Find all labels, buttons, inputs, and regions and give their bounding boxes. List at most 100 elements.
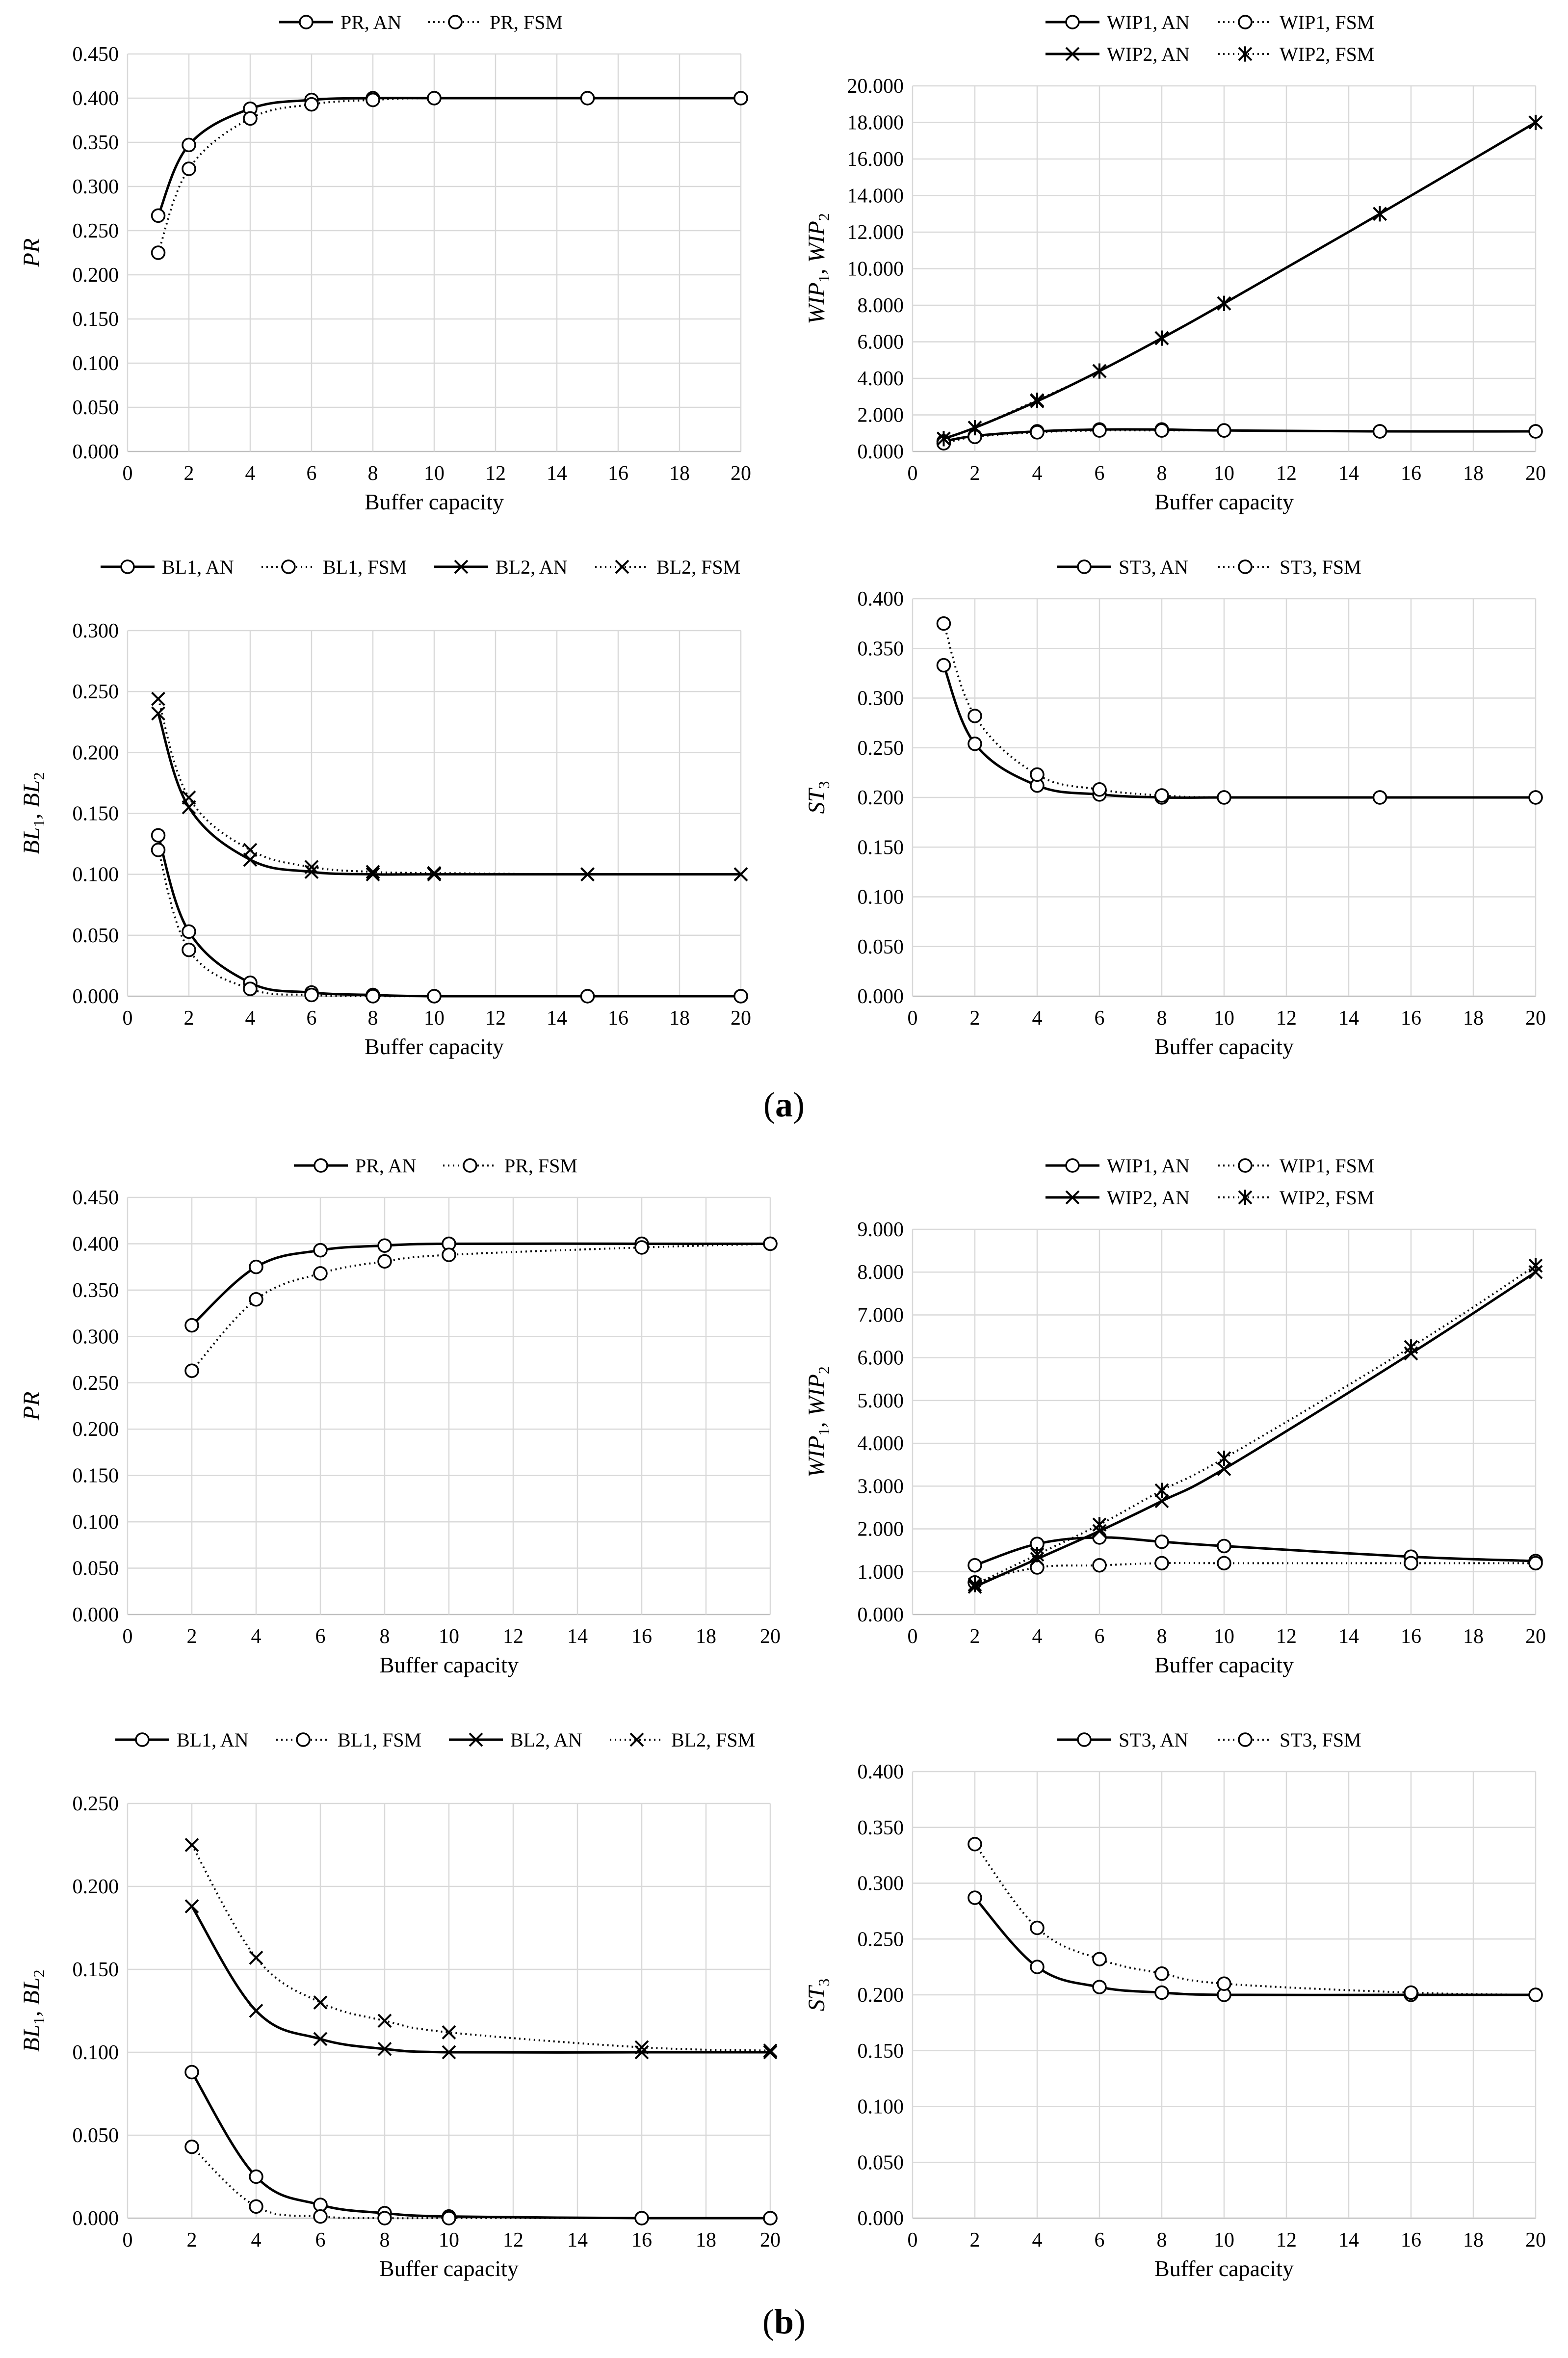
data-point-pr-an (182, 137, 196, 153)
data-point-pr-fsm (634, 1240, 649, 1255)
data-point-wip2-fsm (1404, 1339, 1418, 1355)
x-tick-label: 14 (547, 462, 567, 485)
data-point-st3-an (967, 1890, 982, 1905)
data-point-pr-fsm (580, 91, 595, 106)
data-point-bl1-fsm (427, 989, 442, 1004)
x-tick-label: 12 (1276, 1007, 1297, 1030)
y-tick-label: 0.200 (858, 1984, 904, 2007)
data-point-wip2-fsm (1373, 206, 1387, 222)
data-point-st3-fsm (936, 616, 951, 631)
y-tick-label: 0.150 (858, 2040, 904, 2063)
legend-label-st3-an: ST3, AN (1119, 556, 1188, 578)
y-tick-label: 2.000 (858, 404, 904, 427)
y-tick-label: 0.350 (858, 1817, 904, 1839)
x-tick-label: 10 (439, 2229, 459, 2252)
x-tick-label: 20 (760, 1625, 781, 1648)
series-st3-fsm (936, 616, 1543, 805)
x-tick-label: 14 (567, 1625, 588, 1648)
data-point-bl2-fsm (634, 2040, 649, 2055)
y-tick-label: 0.000 (858, 2207, 904, 2230)
x-tick-label: 4 (245, 462, 256, 485)
y-tick-label: 1.000 (858, 1561, 904, 1584)
y-tick-label: 0.150 (73, 1465, 119, 1487)
legend-marker-bl1-an (135, 1732, 150, 1747)
legend-marker-st3-fsm (1238, 1732, 1253, 1747)
data-point-st3-fsm (1217, 790, 1231, 805)
data-point-bl1-an (249, 2169, 263, 2184)
data-point-wip2-fsm (1154, 330, 1169, 346)
x-tick-label: 8 (1157, 1625, 1167, 1648)
y-tick-label: 6.000 (858, 1347, 904, 1370)
series-line-st3-fsm (974, 1843, 1536, 1996)
x-tick-label: 4 (251, 2229, 261, 2252)
legend-label-st3-fsm: ST3, FSM (1280, 556, 1361, 578)
data-point-wip1-fsm (1404, 1556, 1418, 1571)
data-point-st3-an (1154, 1985, 1169, 2000)
data-point-wip1-fsm (1528, 424, 1543, 439)
data-point-pr-an (151, 208, 166, 223)
data-point-wip2-fsm (1528, 1258, 1543, 1273)
legend-label-bl2-an: BL2, AN (510, 1729, 582, 1751)
y-tick-label: 0.250 (858, 737, 904, 760)
y-tick-label: 0.300 (858, 688, 904, 710)
data-point-wip1-fsm (1092, 1558, 1107, 1573)
y-tick-label: 14.000 (847, 185, 904, 208)
legend-marker-bl1-fsm (296, 1732, 311, 1747)
chart-a-wip: WIP1, AN WIP1, FSM WIP2, AN WIP2, FSM 0.000 2… (804, 11, 1546, 514)
series-line-bl2-an (157, 713, 741, 876)
data-point-bl1-fsm (733, 989, 748, 1004)
data-point-wip2-an (1154, 1494, 1169, 1509)
y-tick-label: 0.000 (858, 1604, 904, 1626)
legend-marker-wip1-fsm (1238, 1158, 1253, 1173)
data-point-pr-fsm (733, 91, 748, 106)
y-tick-label: 0.450 (73, 43, 119, 66)
legend-label-bl1-fsm: BL1, FSM (323, 556, 407, 578)
x-axis-label: Buffer capacity (1154, 1652, 1294, 1677)
x-tick-label: 16 (1401, 1007, 1421, 1030)
legend-marker-pr-an (299, 15, 314, 29)
data-point-bl2-fsm (182, 790, 196, 805)
x-tick-label: 0 (908, 2229, 918, 2252)
legend-marker-bl2-an (454, 559, 469, 574)
y-tick-label: 18.000 (847, 112, 904, 134)
y-tick-label: 0.150 (73, 1959, 119, 1981)
legend-marker-wip2-an (1065, 47, 1080, 61)
x-tick-label: 16 (1401, 1625, 1421, 1648)
x-tick-label: 4 (1032, 1625, 1043, 1648)
y-axis-label: BL1, BL2 (19, 1969, 48, 2052)
x-tick-label: 20 (1525, 2229, 1546, 2252)
x-tick-label: 0 (908, 1007, 918, 1030)
x-tick-label: 14 (1338, 1625, 1359, 1648)
y-tick-label: 0.250 (858, 1928, 904, 1951)
data-point-wip1-fsm (1217, 1556, 1231, 1571)
y-tick-label: 0.200 (73, 742, 119, 764)
y-tick-label: 0.100 (73, 352, 119, 375)
y-tick-label: 0.350 (73, 132, 119, 154)
legend-label-bl2-fsm: BL2, FSM (671, 1729, 755, 1751)
data-point-bl2-an (151, 706, 165, 721)
x-tick-label: 8 (1157, 462, 1167, 485)
x-tick-label: 20 (1525, 462, 1546, 485)
data-point-bl1-fsm (313, 2209, 328, 2224)
data-point-wip2-fsm (967, 1577, 982, 1592)
x-tick-label: 0 (908, 462, 918, 485)
y-tick-label: 0.150 (73, 803, 119, 825)
legend-marker-wip1-fsm (1238, 15, 1253, 29)
series-bl2-an (151, 706, 748, 882)
data-point-pr-an (249, 1259, 263, 1274)
y-tick-label: 0.100 (73, 2041, 119, 2064)
series-bl1-fsm (151, 843, 748, 1004)
data-point-bl2-fsm (442, 2025, 456, 2040)
data-point-pr-an (377, 1238, 392, 1253)
y-tick-label: 0.050 (858, 2151, 904, 2174)
y-tick-label: 0.050 (858, 936, 904, 958)
y-tick-label: 0.100 (858, 2096, 904, 2119)
x-tick-label: 12 (503, 1625, 523, 1648)
x-tick-label: 12 (503, 2229, 523, 2252)
y-tick-label: 0.400 (858, 1761, 904, 1783)
data-point-st3-an (1092, 1980, 1107, 1994)
series-pr-fsm (184, 1236, 778, 1378)
data-point-wip1-fsm (1217, 423, 1231, 438)
data-point-bl1-fsm (184, 2139, 199, 2154)
y-tick-label: 0.100 (73, 864, 119, 886)
